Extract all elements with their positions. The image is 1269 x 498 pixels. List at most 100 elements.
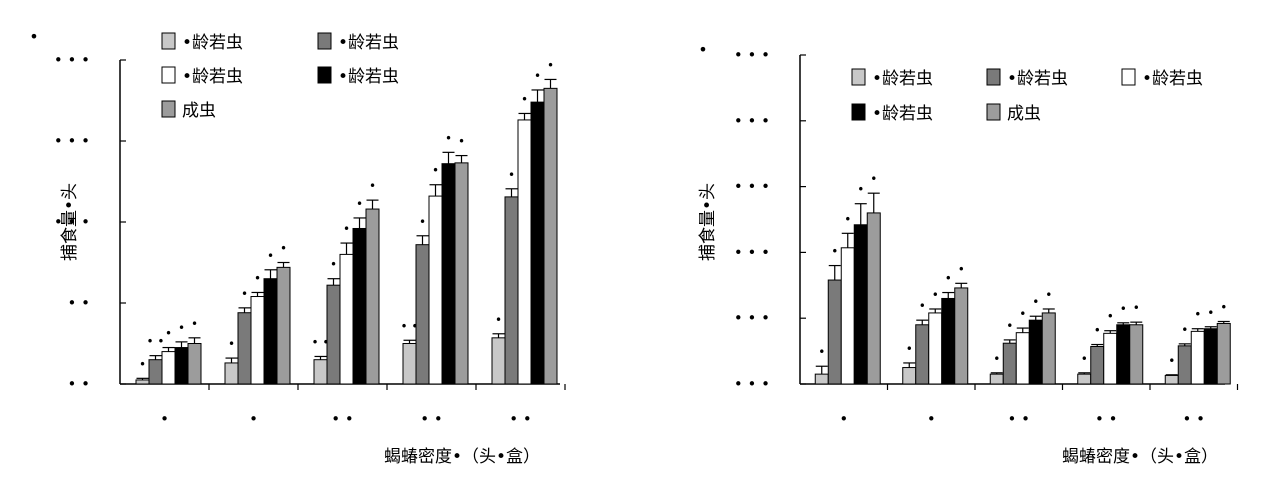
panel-1-category-label: • xyxy=(927,410,936,428)
panel-0-category-label: • xyxy=(249,410,258,428)
panel-1-significance-label: • xyxy=(1107,310,1114,324)
panel-0-bar-s0-c4 xyxy=(491,337,506,385)
panel-0-legend-swatch xyxy=(161,32,176,50)
panel-1-legend-swatch xyxy=(986,68,1001,86)
panel-0-legend-label: •龄若虫 xyxy=(182,33,243,53)
panel-0-significance-label: • xyxy=(343,222,350,236)
panel-1-category-label: • xyxy=(839,410,848,428)
panel-0-legend-label: 成虫 xyxy=(182,101,216,121)
panel-1-significance-label: • xyxy=(1194,308,1201,322)
panel-0-bar-s4-c2 xyxy=(365,208,380,385)
panel-0-y-tick-label: • • xyxy=(68,375,90,393)
panel-0-significance-label: • xyxy=(228,337,235,351)
panel-0-bar-s0-c3 xyxy=(402,343,417,385)
panel-1-legend-label: 成虫 xyxy=(1007,104,1041,124)
panel-1-bar-s2-c1 xyxy=(928,312,943,385)
panel-1-significance-label: • xyxy=(993,352,1000,366)
panel-1-y-axis-title: 捕食量•头 xyxy=(698,183,718,261)
panel-0-bar-s3-c4 xyxy=(530,101,545,385)
panel-1-bar-s1-c0 xyxy=(827,279,842,385)
panel-0-significance-label: • xyxy=(547,58,554,72)
panel-0-y-tick-label: • • • xyxy=(54,51,90,69)
panel-1-significance-label: • xyxy=(1120,302,1127,316)
panel-1-bar-s2-c3 xyxy=(1103,332,1118,385)
panel-1-significance-label: • xyxy=(919,299,926,313)
panel-1-y-tick-label: • • • xyxy=(734,112,770,130)
panel-1-significance-label: • xyxy=(932,288,939,302)
panel-0-significance-label: • xyxy=(495,313,502,327)
panel-0-significance-label: • xyxy=(419,215,426,229)
panel-1-bar-s1-c3 xyxy=(1090,345,1105,385)
panel-1-bar-s1-c2 xyxy=(1002,342,1017,385)
panel-1-bar-s4-c4 xyxy=(1216,322,1231,385)
panel-0-y-tick-label: • • • xyxy=(54,132,90,150)
panel-0-legend-swatch xyxy=(317,66,332,84)
panel-0-significance-label: • xyxy=(458,135,465,149)
panel-1-legend-swatch xyxy=(1121,68,1136,86)
panel-0-legend-swatch xyxy=(317,32,332,50)
panel-0-bar-s3-c2 xyxy=(352,227,367,385)
panel-1-legend-swatch xyxy=(851,68,866,86)
panel-0-y-tick-label: • • • xyxy=(54,213,90,231)
panel-1-bar-s2-c2 xyxy=(1015,332,1030,385)
panel-1-significance-label: • xyxy=(1019,307,1026,321)
panel-0-legend-label: •龄若虫 xyxy=(338,33,399,53)
panel-0-bar-s2-c2 xyxy=(339,253,354,385)
panel-0-bar-s4-c0 xyxy=(187,343,202,385)
panel-1-bar-s4-c2 xyxy=(1041,312,1056,385)
panel-0-category-label: • • xyxy=(509,410,531,428)
panel-1-significance-label: • xyxy=(1045,288,1052,302)
panel-0-significance-label: • xyxy=(330,258,337,272)
panel-0-bar-s4-c1 xyxy=(276,266,291,385)
panel-1-significance-label: • xyxy=(857,183,864,197)
panel-0-significance-label: • xyxy=(280,242,287,256)
panel-0-significance-label: • xyxy=(508,168,515,182)
panel-0-bar-s4-c4 xyxy=(543,87,558,385)
panel-0-significance-label: • xyxy=(178,321,185,335)
panel-1-bar-s4-c1 xyxy=(954,287,969,385)
panel-0-bar-s3-c0 xyxy=(174,347,189,385)
panel-0-significance-label: • xyxy=(369,179,376,193)
panel-0-mark: • xyxy=(29,27,38,46)
panel-1-significance-label: • xyxy=(831,245,838,259)
panel-0-significance-label: • xyxy=(356,197,363,211)
panel-1-y-tick-label: • • • xyxy=(734,243,770,261)
panel-0-bar-s0-c2 xyxy=(313,359,328,385)
panel-0-bar-s1-c1 xyxy=(237,312,252,385)
panel-0-bar-s0-c0 xyxy=(135,379,150,385)
panel-1-bar-s3-c0 xyxy=(853,224,868,385)
panel-0-y-axis-title: 捕食量•头 xyxy=(60,183,80,261)
panel-1-legend-swatch xyxy=(986,103,1001,121)
panel-0-bar-s3-c3 xyxy=(441,163,456,385)
panel-1-legend-label: •龄若虫 xyxy=(872,104,933,124)
panel-0-significance-label: • xyxy=(445,131,452,145)
panel-1-significance-label: • xyxy=(870,172,877,186)
panel-0-significance-label: • xyxy=(241,287,248,301)
panel-0-y-tick-label: • • xyxy=(68,294,90,312)
panel-0-significance-label: • xyxy=(267,249,274,263)
panel-0-category-label: • xyxy=(160,410,169,428)
panel-0-legend-swatch xyxy=(161,100,176,118)
panel-1-legend-label: •龄若虫 xyxy=(1007,69,1068,89)
panel-0-bar-s1-c3 xyxy=(415,244,430,385)
panel-1-y-tick-label: • • • xyxy=(734,309,770,327)
panel-1-x-axis-title: 蝎蝽密度•（头•盒） xyxy=(1062,447,1218,467)
panel-0-bar-s2-c4 xyxy=(517,119,532,385)
panel-0-bar-s1-c2 xyxy=(326,284,341,385)
panel-1-significance-label: • xyxy=(1181,323,1188,337)
panel-0-significance-label: • xyxy=(521,92,528,106)
panel-1-significance-label: • xyxy=(1133,301,1140,315)
panel-0-bar-s1-c0 xyxy=(148,359,163,385)
panel-1-significance-label: • xyxy=(945,272,952,286)
panel-0-category-label: • • xyxy=(331,410,353,428)
panel-0-bar-s2-c1 xyxy=(250,296,265,385)
panel-1-category-label: • • xyxy=(1183,410,1205,428)
panel-1-bar-s2-c0 xyxy=(840,247,855,385)
panel-0-significance-label: • • xyxy=(312,335,330,349)
panel-1-mark: • xyxy=(698,40,707,59)
panel-0-legend-label: •龄若虫 xyxy=(338,67,399,87)
panel-1-significance-label: • xyxy=(1207,306,1214,320)
panel-1-significance-label: • xyxy=(958,262,965,276)
panel-0-significance-label: • xyxy=(534,69,541,83)
